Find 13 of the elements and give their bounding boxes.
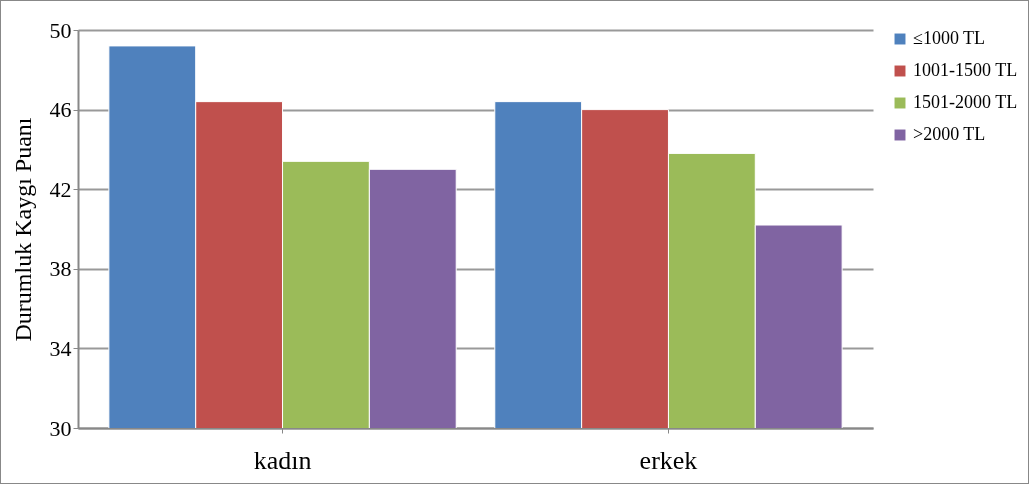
y-tick-label: 50 <box>49 17 72 43</box>
legend-label: 1501-2000 TL <box>913 92 1018 112</box>
y-tick-label: 30 <box>49 415 72 441</box>
y-tick-label: 38 <box>49 256 72 282</box>
y-tick-label: 42 <box>49 176 72 202</box>
legend-label: ≤1000 TL <box>913 28 986 48</box>
x-tick-label: kadın <box>253 445 312 475</box>
legend-label: >2000 TL <box>913 124 986 144</box>
legend-label: 1001-1500 TL <box>913 60 1018 80</box>
x-tick-label: erkek <box>639 445 698 475</box>
y-tick-label: 34 <box>49 335 72 361</box>
y-axis-title: Durumluk Kaygı Puanı <box>9 117 36 342</box>
y-tick-label: 46 <box>49 97 72 123</box>
